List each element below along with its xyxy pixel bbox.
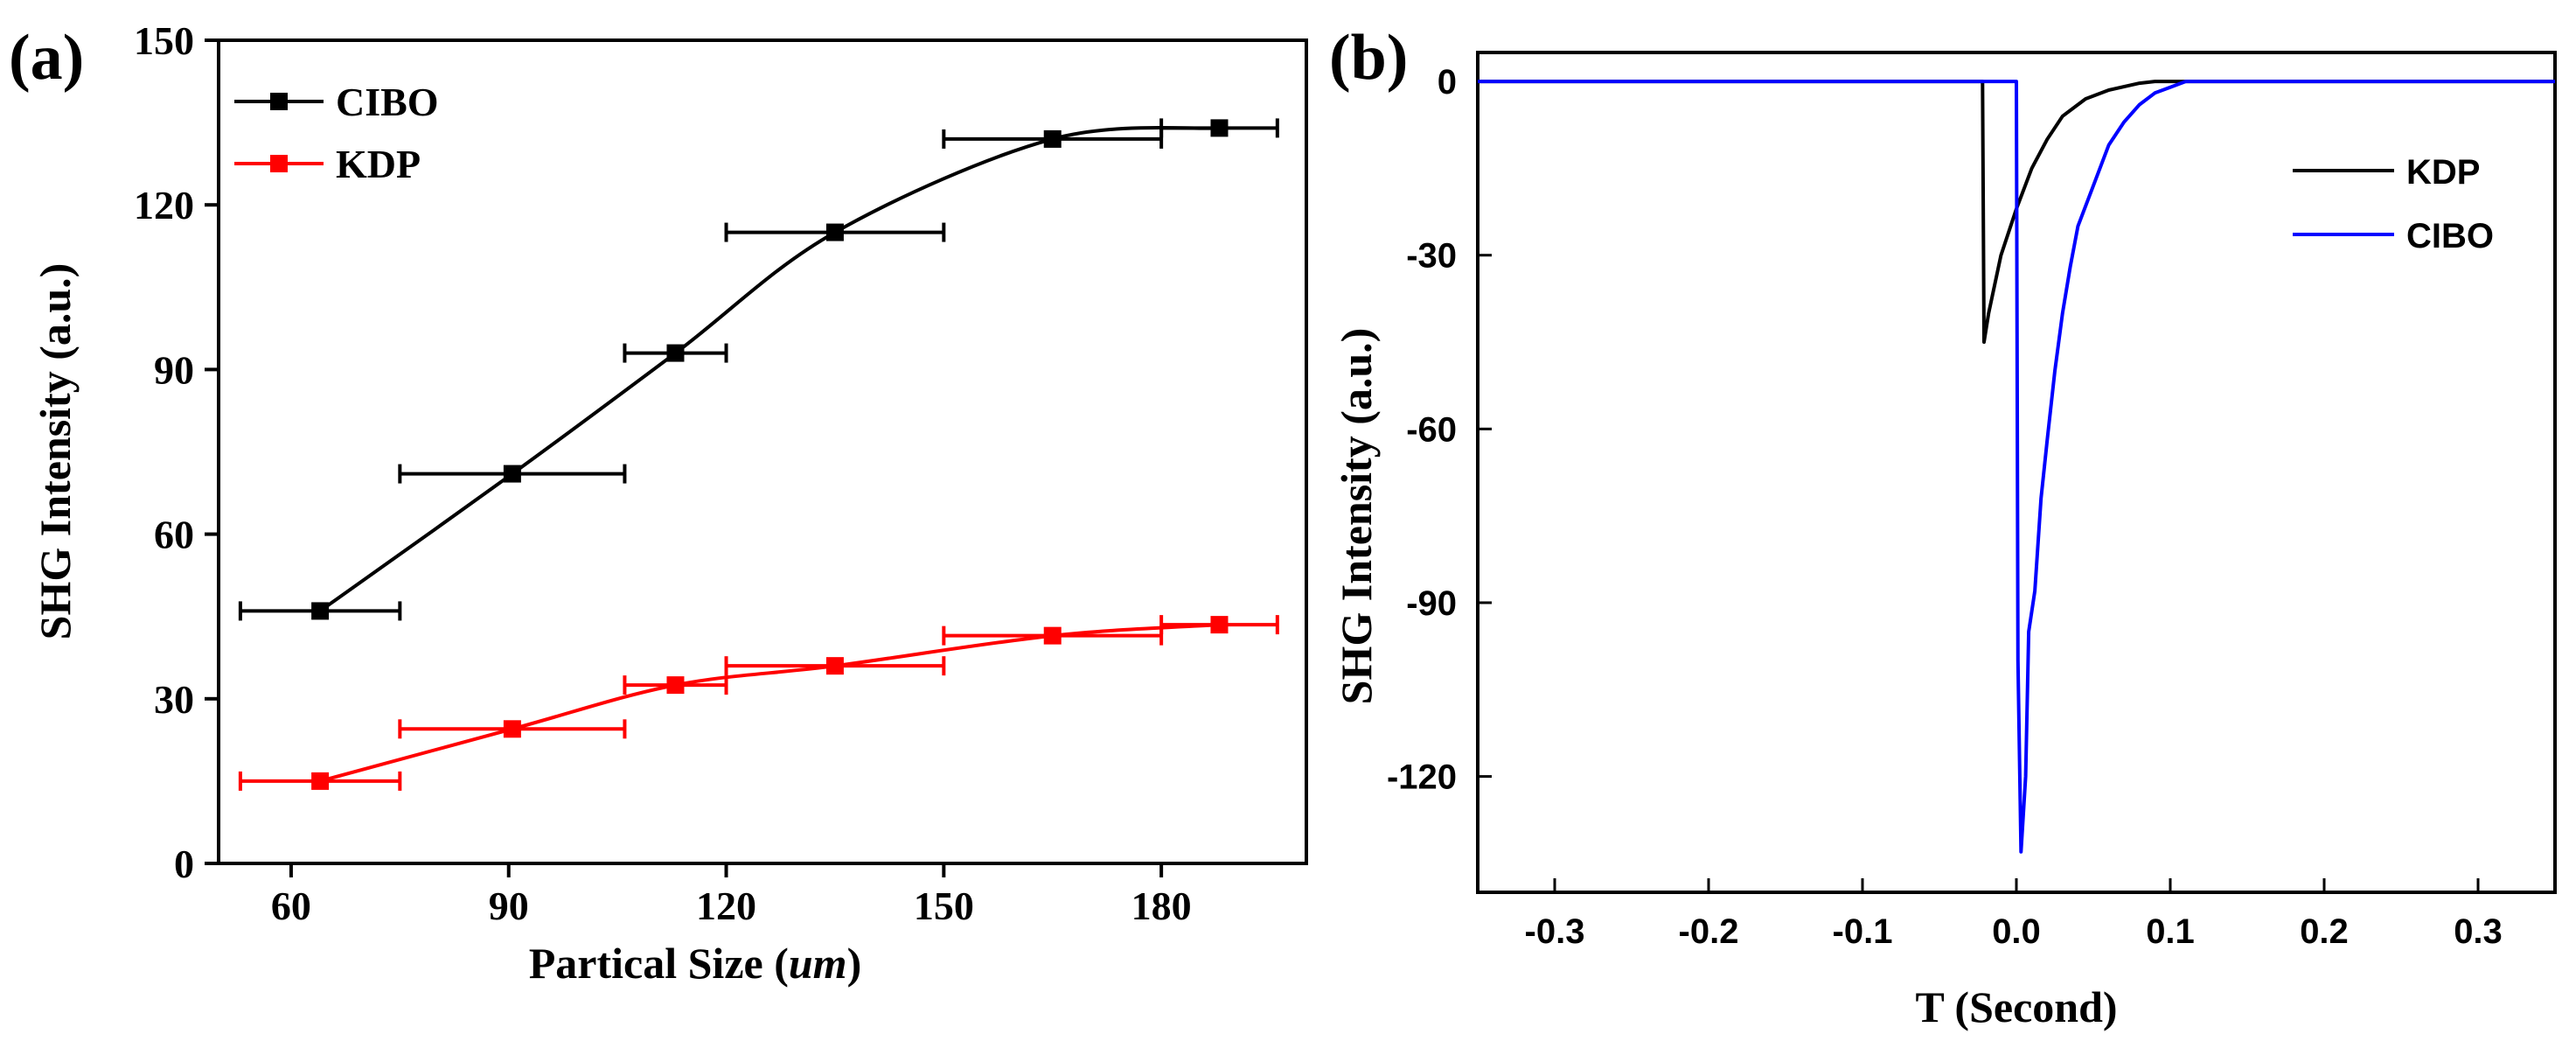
legend-marker-cibo xyxy=(270,93,288,110)
b-xtick-label-1: -0.2 xyxy=(1679,912,1739,951)
b-xtick-label-0: -0.3 xyxy=(1525,912,1585,951)
series-line-kdp xyxy=(1478,80,2555,344)
marker-cibo-2 xyxy=(666,344,685,362)
panel-a-x-axis-label: Partical Size (um) xyxy=(529,939,861,988)
panel-b-y-ticks: 0 -30 -60 -90 -120 xyxy=(1387,63,1492,797)
legend-label-cibo: CIBO xyxy=(336,80,439,124)
a-ytick-label-4: 120 xyxy=(134,183,194,227)
marker-kdp-0 xyxy=(311,772,330,790)
legend-item-kdp-b: KDP xyxy=(2293,153,2480,192)
panel-a-series xyxy=(238,118,1279,791)
b-ytick-label-1: -30 xyxy=(1406,237,1457,276)
legend-marker-kdp xyxy=(270,155,288,172)
series-line-cibo xyxy=(1478,80,2555,854)
panel-b-y-axis-label: SHG Intensity (a.u.) xyxy=(1332,328,1381,705)
legend-item-cibo: CIBO xyxy=(234,80,439,124)
legend-label-kdp: KDP xyxy=(336,142,421,186)
marker-kdp-3 xyxy=(825,657,844,675)
marker-cibo-4 xyxy=(1043,129,1062,148)
legend-label-cibo-b: CIBO xyxy=(2406,217,2494,255)
x-axis-label-prefix: Partical Size ( xyxy=(529,939,789,988)
b-xtick-label-4: 0.1 xyxy=(2146,912,2195,951)
panel-b-label: (b) xyxy=(1329,22,1408,94)
b-ytick-label-2: -60 xyxy=(1406,410,1457,449)
marker-cibo-0 xyxy=(311,602,330,620)
b-xtick-label-6: 0.3 xyxy=(2454,912,2503,951)
fit-curve-kdp xyxy=(319,623,1220,783)
panel-a: (a) 0 30 60 90 120 150 60 90 120 150 180 SHG Inte… xyxy=(9,18,1308,988)
panel-b-series xyxy=(1478,80,2555,854)
b-xtick-label-5: 0.2 xyxy=(2300,912,2349,951)
fit-curve-cibo xyxy=(318,125,1220,613)
a-ytick-label-3: 90 xyxy=(154,347,194,392)
a-ytick-label-1: 30 xyxy=(154,677,194,722)
marker-kdp-4 xyxy=(1043,626,1062,645)
a-xtick-label-2: 120 xyxy=(696,884,756,928)
b-ytick-label-3: -90 xyxy=(1406,584,1457,623)
panel-b-x-axis-label: T (Second) xyxy=(1915,982,2117,1031)
b-ytick-label-0: 0 xyxy=(1438,63,1457,101)
x-axis-label-suffix: ) xyxy=(847,939,862,988)
panel-a-label: (a) xyxy=(9,22,84,94)
a-ytick-label-2: 60 xyxy=(154,513,194,557)
panel-a-y-axis-label: SHG Intensity (a.u.) xyxy=(31,263,80,640)
series-cibo xyxy=(238,118,1279,621)
panel-b-legend: KDP CIBO xyxy=(2293,153,2494,255)
a-ytick-label-0: 0 xyxy=(174,842,194,886)
b-ytick-label-4: -120 xyxy=(1387,758,1457,797)
legend-item-cibo-b: CIBO xyxy=(2293,217,2494,255)
x-axis-label-unit: um xyxy=(789,939,847,988)
b-xtick-label-3: 0.0 xyxy=(1992,912,2041,951)
a-xtick-label-1: 90 xyxy=(489,884,529,928)
marker-cibo-1 xyxy=(503,465,521,483)
a-ytick-label-5: 150 xyxy=(134,18,194,63)
legend-label-kdp-b: KDP xyxy=(2406,153,2480,192)
marker-kdp-2 xyxy=(666,676,685,695)
marker-cibo-5 xyxy=(1210,119,1229,137)
a-xtick-label-0: 60 xyxy=(271,884,311,928)
panel-b: (b) 0 -30 -60 -90 -120 -0.3 -0.2 -0.1 0.0 0.1 0.2… xyxy=(1329,22,2557,1031)
panel-a-y-ticks: 0 30 60 90 120 150 xyxy=(134,18,219,886)
marker-kdp-1 xyxy=(503,720,521,738)
panel-a-frame xyxy=(217,38,1308,865)
a-xtick-label-4: 180 xyxy=(1131,884,1192,928)
panel-a-x-ticks: 60 90 120 150 180 xyxy=(271,863,1192,928)
legend-item-kdp: KDP xyxy=(234,142,421,186)
panel-a-legend: CIBO KDP xyxy=(234,80,439,186)
marker-cibo-3 xyxy=(825,223,844,241)
series-kdp xyxy=(238,615,1279,791)
panel-b-x-ticks: -0.3 -0.2 -0.1 0.0 0.1 0.2 0.3 xyxy=(1525,878,2503,951)
a-xtick-label-3: 150 xyxy=(914,884,974,928)
marker-kdp-5 xyxy=(1210,616,1229,634)
b-xtick-label-2: -0.1 xyxy=(1833,912,1893,951)
